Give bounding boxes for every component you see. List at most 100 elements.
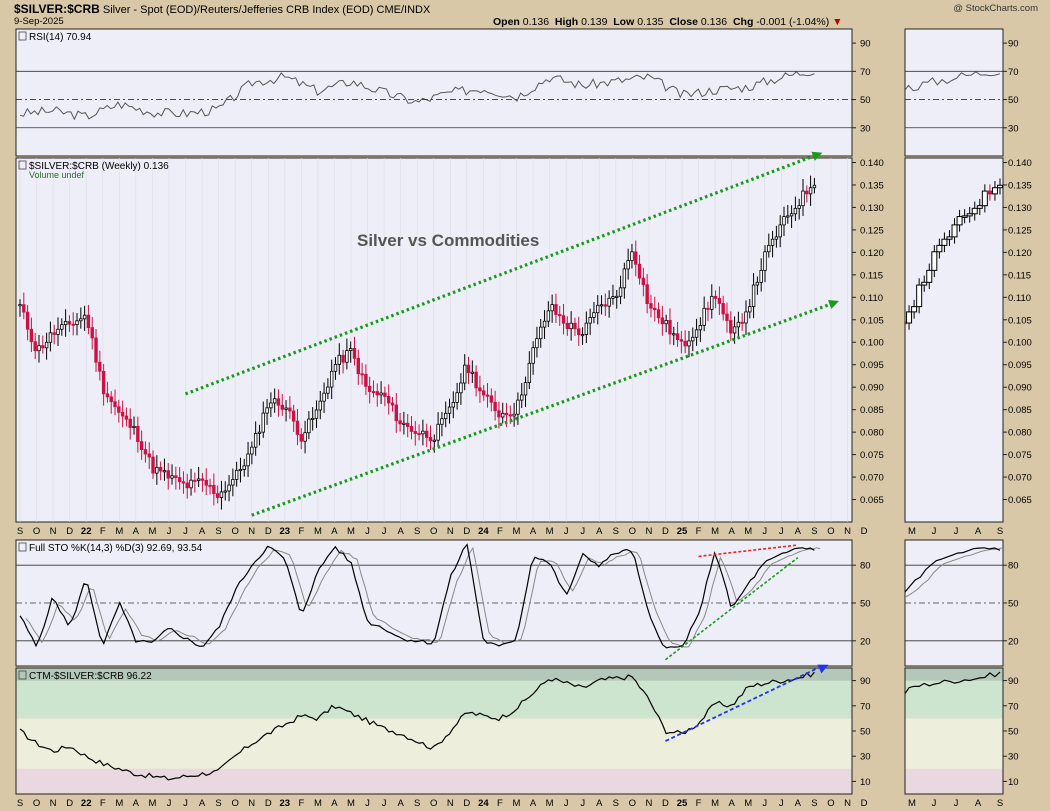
x-tick-label: M	[115, 798, 123, 809]
high-label: High	[554, 16, 579, 28]
price-tick-label: 0.110	[1008, 293, 1031, 304]
candle-body	[729, 320, 733, 334]
candle-body	[109, 396, 113, 403]
candle-body	[299, 434, 303, 442]
x-tick-label: O	[231, 526, 238, 537]
x-axis-bottom-bg	[16, 795, 852, 809]
x-tick-label: J	[365, 526, 370, 537]
candle-body	[348, 348, 353, 351]
candle-body	[580, 334, 585, 337]
candle-body	[75, 320, 79, 326]
candle-body	[641, 277, 646, 286]
rsi-plot	[19, 71, 815, 128]
sto-k-line-zoom	[905, 547, 1001, 594]
x-tick-label: A	[133, 798, 140, 809]
x-tick-label: F	[696, 526, 702, 537]
candle-body	[774, 236, 779, 240]
x-tick-label-zoom: A	[975, 526, 982, 537]
x-tick-label: S	[414, 798, 420, 809]
price-legend: $SILVER:$CRB (Weekly) 0.136	[29, 161, 169, 172]
candle-body	[786, 215, 790, 218]
x-tick-label: J	[779, 798, 784, 809]
price-tick-label: 0.080	[860, 428, 884, 439]
legend-swatch-icon	[18, 31, 27, 41]
candle-body	[90, 327, 94, 339]
price-tick-label: 0.110	[860, 293, 883, 304]
candle-body	[520, 394, 524, 401]
x-tick-label: 25	[677, 798, 688, 809]
candle-body	[767, 244, 771, 253]
rsi-tick-label: 30	[860, 123, 871, 134]
candle-body	[577, 328, 581, 336]
sto-tick-label: 50	[860, 599, 871, 610]
x-tick-label-zoom: S	[997, 798, 1003, 809]
candle-body	[98, 361, 102, 372]
ctm-band	[16, 768, 852, 794]
x-tick-label-zoom: J	[954, 798, 959, 809]
x-tick-label: 22	[81, 526, 92, 537]
candle-body	[687, 340, 691, 347]
price-tick-label: 0.100	[1008, 338, 1032, 349]
candle-body	[147, 453, 151, 458]
open-label: Open	[493, 16, 520, 28]
x-tick-label: F	[100, 798, 106, 809]
candle-body	[29, 328, 34, 343]
candle-body	[886, 333, 891, 335]
candle-body	[588, 317, 592, 324]
x-tick-label: J	[382, 798, 387, 809]
chart-header: $SILVER:$CRB Silver - Spot (EOD)/Reuters…	[0, 0, 1050, 28]
x-tick-label-zoom: J	[932, 798, 937, 809]
x-tick-label: A	[596, 526, 603, 537]
candle-body	[79, 318, 83, 322]
ctm-tick-label: 30	[1008, 752, 1019, 763]
candle-body	[200, 478, 205, 481]
description: Silver - Spot (EOD)/Reuters/Jefferies CR…	[102, 4, 431, 16]
price-tick-label: 0.090	[1008, 383, 1032, 394]
ctm-band	[905, 768, 1003, 794]
x-tick-label: M	[314, 526, 322, 537]
candle-body	[770, 238, 775, 246]
candle-body	[18, 304, 22, 307]
ctm-band	[16, 718, 852, 769]
red-trend	[698, 544, 798, 558]
candle-body	[432, 439, 437, 442]
candle-body	[322, 392, 326, 402]
candle-body	[736, 321, 741, 328]
upper-channel	[184, 154, 815, 396]
rsi-legend: RSI(14) 70.94	[29, 32, 92, 43]
candle-body	[44, 341, 49, 349]
price-tick-label: 0.140	[1008, 158, 1032, 169]
candle-body	[402, 422, 406, 425]
price-tick-label: 0.130	[860, 203, 884, 214]
candle-body	[637, 263, 642, 279]
x-tick-label: A	[795, 526, 802, 537]
candle-body	[143, 449, 148, 455]
x-tick-label: F	[100, 526, 106, 537]
candle-body	[649, 303, 653, 309]
candle-body	[971, 207, 978, 215]
x-tick-label: D	[861, 798, 868, 809]
price-tick-label: 0.065	[1008, 495, 1032, 506]
x-tick-label: M	[513, 798, 521, 809]
ctm-tick-label: 10	[1008, 777, 1019, 788]
x-tick-label-zoom: S	[997, 526, 1003, 537]
candle-body	[896, 322, 901, 327]
candle-body	[478, 387, 482, 392]
candle-body	[329, 370, 334, 388]
price-tick-label: 0.135	[1008, 180, 1032, 191]
x-tick-label: M	[546, 798, 554, 809]
candle-body	[341, 354, 345, 363]
candle-body	[139, 441, 144, 450]
candle-body	[227, 484, 231, 492]
x-tick-label: J	[580, 526, 585, 537]
candle-body	[246, 453, 250, 467]
candle-body	[535, 338, 539, 349]
price-tick-label: 0.075	[1008, 450, 1032, 461]
x-tick-label: O	[231, 798, 238, 809]
x-tick-label: M	[314, 798, 322, 809]
x-tick-label: A	[397, 526, 404, 537]
x-tick-label: F	[298, 798, 304, 809]
price-tick-label: 0.085	[1008, 405, 1032, 416]
candle-body	[82, 314, 87, 320]
candle-body	[981, 190, 988, 207]
